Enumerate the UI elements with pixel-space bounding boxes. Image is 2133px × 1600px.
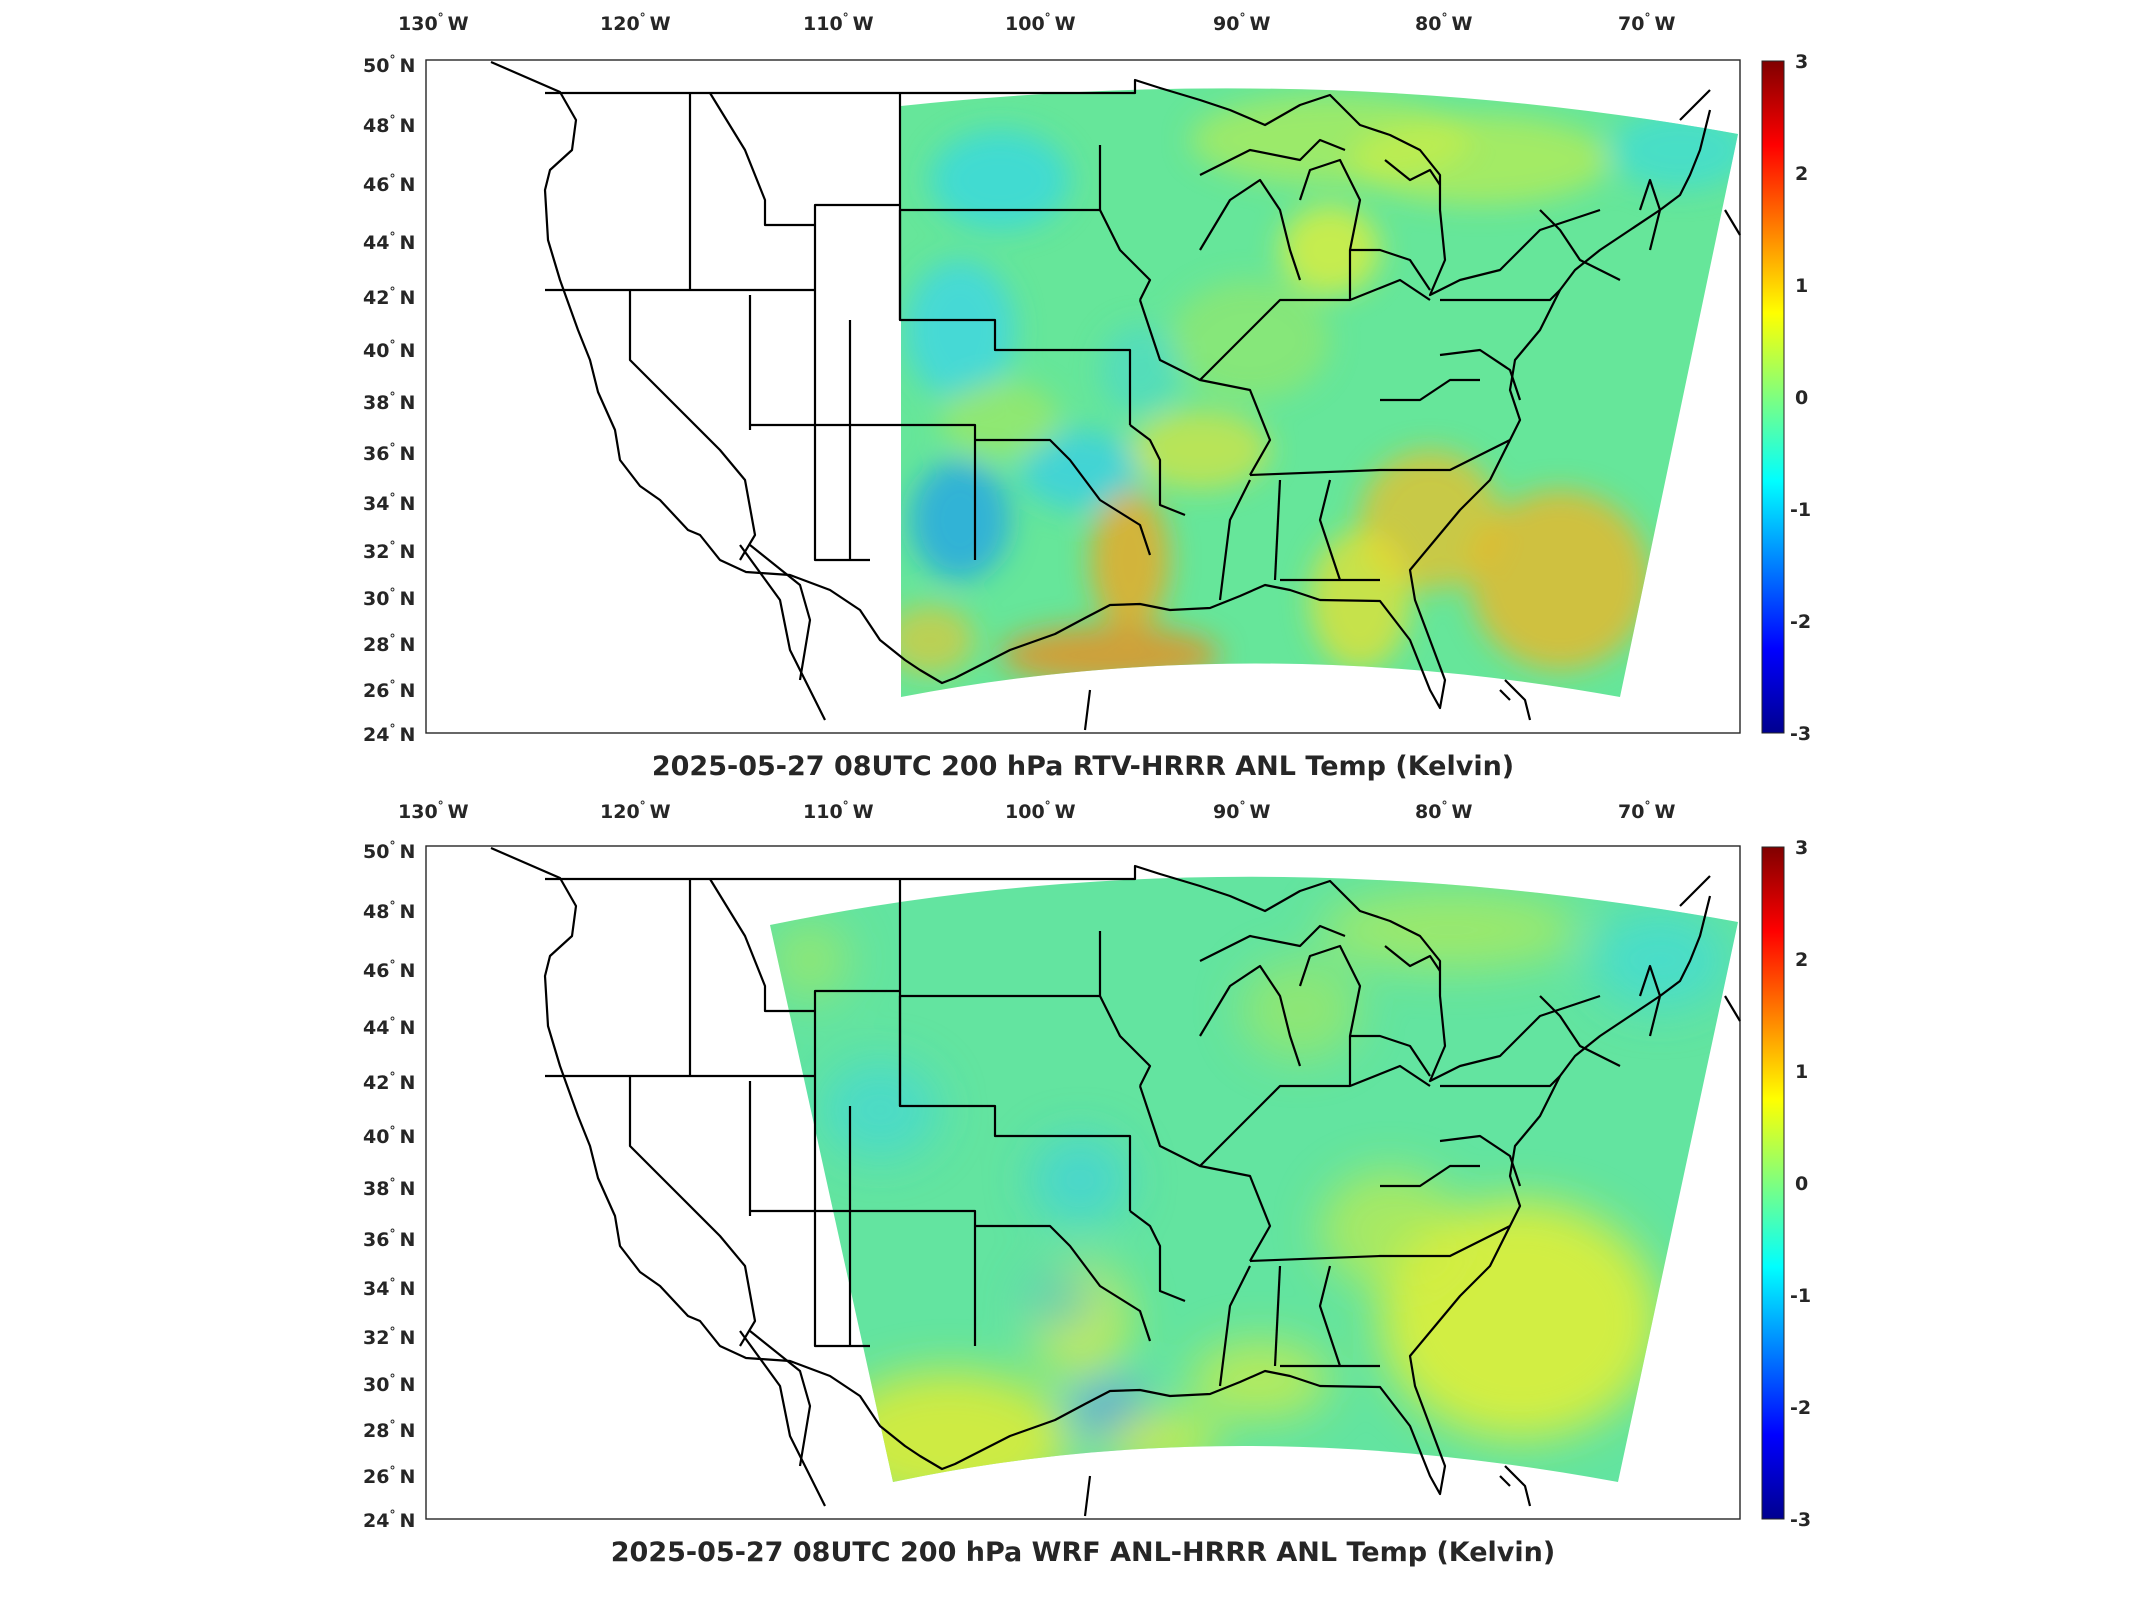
map-panel-wrf: 130° W 120° W 110° W 100° W 90° W 80° W 70° W 5… <box>363 799 1811 1568</box>
lon-tick-70: 70° W <box>1618 11 1675 35</box>
lat-tick-34: 34° N <box>363 1276 415 1300</box>
map-area <box>425 59 1741 734</box>
lat-tick-28: 28° N <box>363 632 415 656</box>
colorbar-tick-m3: -3 <box>1790 1509 1811 1531</box>
lon-tick-100: 100° W <box>1005 11 1076 35</box>
colorbar-tick-m3: -3 <box>1790 723 1811 745</box>
lat-tick-38: 38° N <box>363 1176 415 1200</box>
colorbar-tick-0: 0 <box>1795 1173 1808 1195</box>
lat-tick-30: 30° N <box>363 1372 415 1396</box>
lat-tick-32: 32° N <box>363 1325 415 1349</box>
lat-tick-48: 48° N <box>363 899 415 923</box>
lat-tick-32: 32° N <box>363 539 415 563</box>
lon-tick-110: 110° W <box>803 799 874 823</box>
lat-tick-40: 40° N <box>363 338 415 362</box>
lat-tick-24: 24° N <box>363 1508 415 1532</box>
latitude-axis-labels: 50° N 48° N 46° N 44° N 42° N 40° N 38° N 36° N … <box>363 839 415 1532</box>
lat-tick-40: 40° N <box>363 1124 415 1148</box>
lat-tick-26: 26° N <box>363 678 415 702</box>
map-area <box>425 845 1741 1520</box>
lat-tick-44: 44° N <box>363 230 415 254</box>
political-borders <box>490 846 1741 1517</box>
lon-tick-100: 100° W <box>1005 799 1076 823</box>
colorbar-tick-1: 1 <box>1795 275 1808 297</box>
lat-tick-34: 34° N <box>363 491 415 515</box>
colorbar-tick-3: 3 <box>1795 51 1808 73</box>
colorbar: 3 2 1 0 -1 -2 -3 <box>1761 51 1811 745</box>
lat-tick-50: 50° N <box>363 53 415 77</box>
colorbar-tick-m2: -2 <box>1790 1397 1811 1419</box>
lon-tick-80: 80° W <box>1415 799 1472 823</box>
map-panel-rtv: 130° W 120° W 110° W 100° W 90° W 80° W 70° W 5… <box>363 11 1811 782</box>
lon-tick-120: 120° W <box>600 799 671 823</box>
colorbar: 3 2 1 0 -1 -2 -3 <box>1761 837 1811 1531</box>
colorbar-tick-1: 1 <box>1795 1061 1808 1083</box>
lon-tick-110: 110° W <box>803 11 874 35</box>
lat-tick-24: 24° N <box>363 722 415 746</box>
lat-tick-50: 50° N <box>363 839 415 863</box>
lat-tick-36: 36° N <box>363 1227 415 1251</box>
map-title: 2025-05-27 08UTC 200 hPa RTV-HRRR ANL Te… <box>652 751 1514 782</box>
lon-tick-120: 120° W <box>600 11 671 35</box>
colorbar-tick-3: 3 <box>1795 837 1808 859</box>
longitude-axis-labels: 130° W 120° W 110° W 100° W 90° W 80° W 70° W <box>398 799 1675 823</box>
longitude-axis-labels: 130° W 120° W 110° W 100° W 90° W 80° W 70° W <box>398 11 1675 35</box>
lon-tick-130: 130° W <box>398 799 469 823</box>
colorbar-tick-m1: -1 <box>1790 499 1811 521</box>
temperature-difference-field <box>901 88 1738 697</box>
lat-tick-46: 46° N <box>363 958 415 982</box>
latitude-axis-labels: 50° N 48° N 46° N 44° N 42° N 40° N 38° N 36° N … <box>363 53 415 746</box>
colorbar-tick-2: 2 <box>1795 163 1808 185</box>
lat-tick-42: 42° N <box>363 1070 415 1094</box>
lat-tick-46: 46° N <box>363 172 415 196</box>
lon-tick-90: 90° W <box>1213 799 1270 823</box>
lat-tick-42: 42° N <box>363 285 415 309</box>
lat-tick-48: 48° N <box>363 113 415 137</box>
colorbar-tick-2: 2 <box>1795 949 1808 971</box>
map-title: 2025-05-27 08UTC 200 hPa WRF ANL-HRRR AN… <box>611 1537 1555 1568</box>
lon-tick-80: 80° W <box>1415 11 1472 35</box>
lat-tick-28: 28° N <box>363 1418 415 1442</box>
lon-tick-70: 70° W <box>1618 799 1675 823</box>
lat-tick-38: 38° N <box>363 390 415 414</box>
colorbar-tick-0: 0 <box>1795 387 1808 409</box>
lon-tick-130: 130° W <box>398 11 469 35</box>
temperature-difference-field <box>770 876 1738 1482</box>
lat-tick-36: 36° N <box>363 441 415 465</box>
colorbar-tick-m1: -1 <box>1790 1285 1811 1307</box>
lat-tick-30: 30° N <box>363 586 415 610</box>
lat-tick-26: 26° N <box>363 1464 415 1488</box>
lon-tick-90: 90° W <box>1213 11 1270 35</box>
colorbar-tick-m2: -2 <box>1790 611 1811 633</box>
political-borders <box>490 60 1741 731</box>
lat-tick-44: 44° N <box>363 1015 415 1039</box>
